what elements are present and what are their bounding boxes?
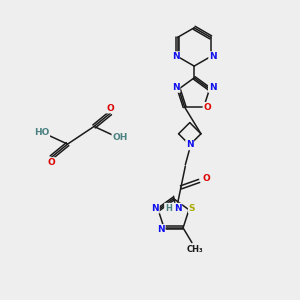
Text: OH: OH — [112, 133, 128, 142]
Text: S: S — [189, 204, 195, 213]
Text: N: N — [186, 140, 194, 149]
Text: N: N — [172, 83, 180, 92]
Text: N: N — [157, 225, 165, 234]
Text: N: N — [172, 52, 179, 61]
Text: N: N — [209, 52, 217, 61]
Text: N: N — [152, 204, 159, 213]
Text: CH₃: CH₃ — [187, 244, 203, 253]
Text: H: H — [165, 203, 172, 212]
Text: O: O — [47, 158, 55, 167]
Text: HO: HO — [34, 128, 49, 137]
Text: N: N — [174, 203, 182, 212]
Text: O: O — [202, 174, 210, 183]
Text: O: O — [203, 103, 211, 112]
Text: O: O — [106, 104, 114, 113]
Text: N: N — [209, 83, 216, 92]
